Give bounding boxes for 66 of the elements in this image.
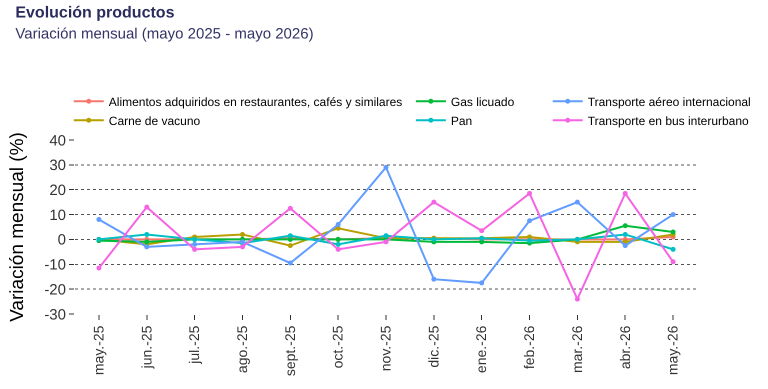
x-tick-label: mar.-26 xyxy=(568,325,585,374)
point xyxy=(336,246,341,252)
chart-subtitle: Variación mensual (mayo 2025 - mayo 2026) xyxy=(15,25,314,42)
x-tick-label: sept.-25 xyxy=(282,325,298,376)
x-tick-label: ene.-26 xyxy=(473,325,490,374)
x-tick-label: ago.-25 xyxy=(234,325,250,374)
point xyxy=(622,190,628,196)
point xyxy=(288,260,293,266)
point xyxy=(144,244,150,250)
x-tick-label: feb.-26 xyxy=(521,325,538,370)
point xyxy=(288,233,293,238)
legend-label: Transporte en bus interurbano xyxy=(588,114,750,128)
point xyxy=(336,222,341,228)
point xyxy=(192,242,198,247)
point xyxy=(384,164,388,170)
point xyxy=(144,232,150,237)
y-tick-label: -10 xyxy=(44,256,66,274)
x-tick-label: jul.-25 xyxy=(186,325,202,365)
point xyxy=(431,276,436,282)
point xyxy=(670,259,676,264)
point xyxy=(240,232,245,237)
point xyxy=(622,223,628,228)
x-tick-label: dic.-25 xyxy=(425,325,442,368)
x-tick-label: oct.-25 xyxy=(330,325,346,368)
x-tick-label: abr.-26 xyxy=(616,325,633,370)
legend-label: Transporte aéreo internacional xyxy=(588,94,751,109)
point xyxy=(192,246,198,252)
point xyxy=(384,239,388,244)
point xyxy=(240,244,245,250)
point xyxy=(288,243,293,248)
y-tick-label: 20 xyxy=(49,182,66,199)
y-tick-label: 40 xyxy=(49,132,66,150)
point xyxy=(670,212,676,218)
point xyxy=(144,239,150,244)
point xyxy=(479,280,484,286)
point xyxy=(96,217,102,222)
point xyxy=(384,233,388,238)
legend-label: Carne de vacuno xyxy=(108,114,200,128)
point xyxy=(527,190,532,196)
x-tick-label: nov.-25 xyxy=(378,325,394,372)
point xyxy=(336,242,341,247)
legend-label: Pan xyxy=(450,114,472,128)
point xyxy=(288,206,293,211)
point xyxy=(622,243,628,248)
point xyxy=(144,204,150,210)
chart-title: Evolución productos xyxy=(15,4,175,22)
point xyxy=(622,232,628,237)
point xyxy=(96,266,102,271)
point xyxy=(431,200,436,205)
point xyxy=(574,296,580,302)
legend-label: Gas licuado xyxy=(450,94,515,109)
point xyxy=(527,218,532,224)
y-tick-label: 0 xyxy=(58,232,66,249)
x-tick-label: may.-26 xyxy=(664,325,681,376)
point xyxy=(479,228,484,234)
y-tick-label: 10 xyxy=(49,206,66,224)
y-tick-label: 30 xyxy=(49,157,66,174)
y-tick-label: -30 xyxy=(44,306,66,324)
point xyxy=(670,246,676,252)
y-axis-title: Variación mensual (%) xyxy=(7,132,28,322)
x-tick-label: may.-25 xyxy=(90,325,106,376)
point xyxy=(574,200,580,205)
x-tick-label: jun.-25 xyxy=(138,325,154,370)
legend-label: Alimentos adquiridos en restaurantes, cafés y similares xyxy=(108,94,402,109)
y-tick-label: -20 xyxy=(44,281,66,298)
point xyxy=(670,229,676,234)
